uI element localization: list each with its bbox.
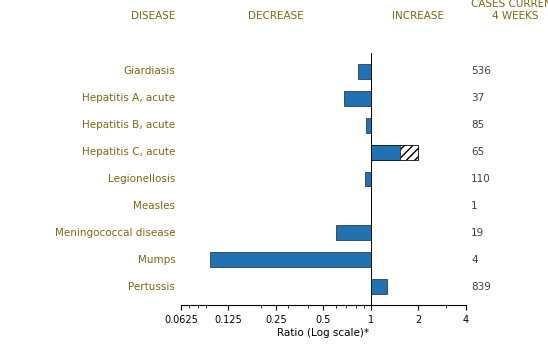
Text: Meningococcal disease: Meningococcal disease [55,228,175,238]
Text: DECREASE: DECREASE [248,11,304,21]
Text: 839: 839 [471,282,491,292]
Text: 110: 110 [471,174,491,184]
Text: Hepatitis C, acute: Hepatitis C, acute [82,147,175,157]
Text: CASES CURRENT
4 WEEKS: CASES CURRENT 4 WEEKS [471,0,548,21]
Text: 1: 1 [471,201,478,211]
Bar [336,225,371,240]
Text: Giardiasis: Giardiasis [124,66,175,77]
Text: Measles: Measles [133,201,175,211]
Bar [358,64,371,79]
Bar [365,172,371,186]
Text: 536: 536 [471,66,491,77]
Bar [371,145,418,159]
Text: 19: 19 [471,228,484,238]
Bar [209,252,371,267]
Bar [366,118,371,133]
Text: Hepatitis B, acute: Hepatitis B, acute [82,120,175,130]
Text: Hepatitis A, acute: Hepatitis A, acute [82,93,175,103]
Text: 4: 4 [471,255,478,265]
Bar [400,145,418,159]
Text: 85: 85 [471,120,484,130]
Bar [344,91,371,106]
X-axis label: Ratio (Log scale)*: Ratio (Log scale)* [277,328,369,338]
Text: Mumps: Mumps [138,255,175,265]
Text: Legionellosis: Legionellosis [108,174,175,184]
Text: 37: 37 [471,93,484,103]
Text: INCREASE: INCREASE [392,11,444,21]
Bar [371,145,400,159]
Bar [371,279,387,294]
Text: 65: 65 [471,147,484,157]
Text: Pertussis: Pertussis [128,282,175,292]
Text: DISEASE: DISEASE [131,11,175,21]
